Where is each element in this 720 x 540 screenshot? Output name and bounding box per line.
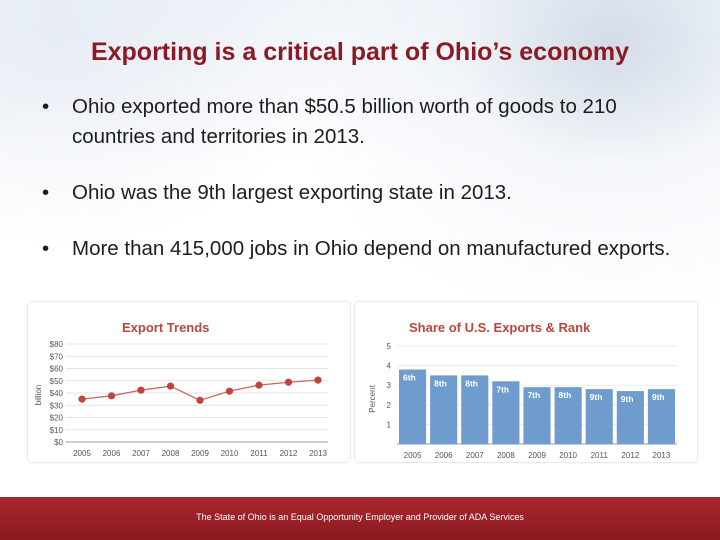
x-tick-label: 2011 [591, 451, 609, 460]
share-rank-chart: Share of U.S. Exports & Rank Percent 1 2 3… [368, 320, 677, 460]
bar [492, 381, 520, 444]
rank-label: 9th [590, 392, 603, 402]
bar [554, 387, 582, 444]
bullet-text: Ohio was the 9th largest exporting state… [72, 181, 512, 204]
bullet-text: Ohio exported more than $50.5 billion wo… [72, 95, 617, 148]
slide-title: Exporting is a critical part of Ohio’s e… [90, 38, 630, 66]
y-tick-label: $60 [50, 365, 64, 374]
y-tick-label: 3 [387, 381, 392, 390]
y-tick-label: $10 [50, 426, 64, 435]
rank-label: 9th [652, 392, 665, 402]
x-tick-label: 2012 [621, 451, 639, 460]
y-axis-label: Percent [368, 384, 377, 412]
x-tick-label: 2009 [191, 449, 209, 458]
y-axis-label: billion [34, 385, 43, 405]
rank-label: 6th [403, 373, 416, 383]
bar [616, 391, 644, 444]
data-point [225, 387, 234, 395]
bar [523, 387, 551, 444]
y-tick-label: $80 [50, 340, 64, 349]
x-tick-label: 2006 [435, 451, 453, 460]
bullet-item: • More than 415,000 jobs in Ohio depend … [30, 234, 690, 264]
y-tick-label: 2 [387, 401, 392, 410]
data-point [137, 386, 145, 394]
footer-text: The State of Ohio is an Equal Opportunit… [196, 512, 524, 522]
rank-label: 8th [465, 378, 478, 388]
x-tick-label: 2007 [466, 451, 484, 460]
export-trends-chart: Export Trends billion $0 $10 $20 $30 $40 $50 $… [34, 320, 328, 458]
data-point [255, 381, 263, 389]
x-tick-label: 2009 [528, 451, 546, 460]
x-tick-label: 2010 [559, 451, 577, 460]
bullet-marker: • [42, 95, 50, 118]
rank-label: 8th [559, 390, 572, 400]
x-tick-label: 2005 [73, 449, 91, 458]
x-tick-label: 2008 [497, 451, 515, 460]
y-tick-label: 4 [387, 362, 392, 371]
x-tick-label: 2007 [132, 449, 150, 458]
x-tick-label: 2012 [280, 449, 298, 458]
rank-label: 9th [621, 394, 634, 404]
bullet-item: • Ohio exported more than $50.5 billion … [30, 92, 690, 152]
rank-label: 7th [496, 384, 509, 394]
data-point [196, 396, 204, 404]
bar [399, 369, 427, 444]
x-tick-label: 2013 [309, 449, 327, 458]
rank-label: 7th [527, 390, 540, 400]
y-tick-label: $70 [50, 352, 64, 361]
bullet-marker: • [42, 181, 50, 204]
data-point [284, 378, 293, 386]
x-tick-label: 2013 [653, 451, 671, 460]
x-tick-label: 2008 [162, 449, 180, 458]
y-tick-label: $0 [54, 438, 63, 447]
chart-title: Share of U.S. Exports & Rank [409, 320, 591, 335]
y-tick-label: $30 [50, 401, 64, 410]
bullet-marker: • [42, 237, 50, 260]
y-tick-label: $40 [50, 389, 64, 398]
x-tick-label: 2011 [250, 449, 268, 458]
y-tick-label: 1 [387, 420, 392, 429]
y-tick-label: 5 [387, 342, 392, 351]
export-trends-panel: Export Trends billion $0 $10 $20 $30 $40 $50 $… [28, 302, 350, 462]
x-tick-label: 2006 [103, 449, 121, 458]
bullet-item: • Ohio was the 9th largest exporting sta… [30, 178, 690, 208]
rank-label: 8th [434, 378, 447, 388]
y-tick-label: $50 [50, 377, 64, 386]
x-tick-label: 2010 [221, 449, 239, 458]
data-point [314, 376, 322, 384]
bullet-list: • Ohio exported more than $50.5 billion … [30, 92, 690, 290]
bullet-text: More than 415,000 jobs in Ohio depend on… [72, 237, 671, 260]
bar [647, 389, 675, 444]
data-point [166, 382, 175, 390]
data-point [107, 392, 116, 400]
x-tick-label: 2005 [404, 451, 422, 460]
chart-title: Export Trends [122, 320, 209, 335]
bar [461, 375, 489, 444]
y-tick-label: $20 [50, 414, 64, 423]
footer-bar: The State of Ohio is an Equal Opportunit… [0, 497, 720, 540]
share-rank-panel: Share of U.S. Exports & Rank Percent 1 2 3… [355, 302, 697, 462]
bar [430, 375, 458, 444]
bar [585, 389, 613, 444]
data-point [78, 395, 86, 403]
